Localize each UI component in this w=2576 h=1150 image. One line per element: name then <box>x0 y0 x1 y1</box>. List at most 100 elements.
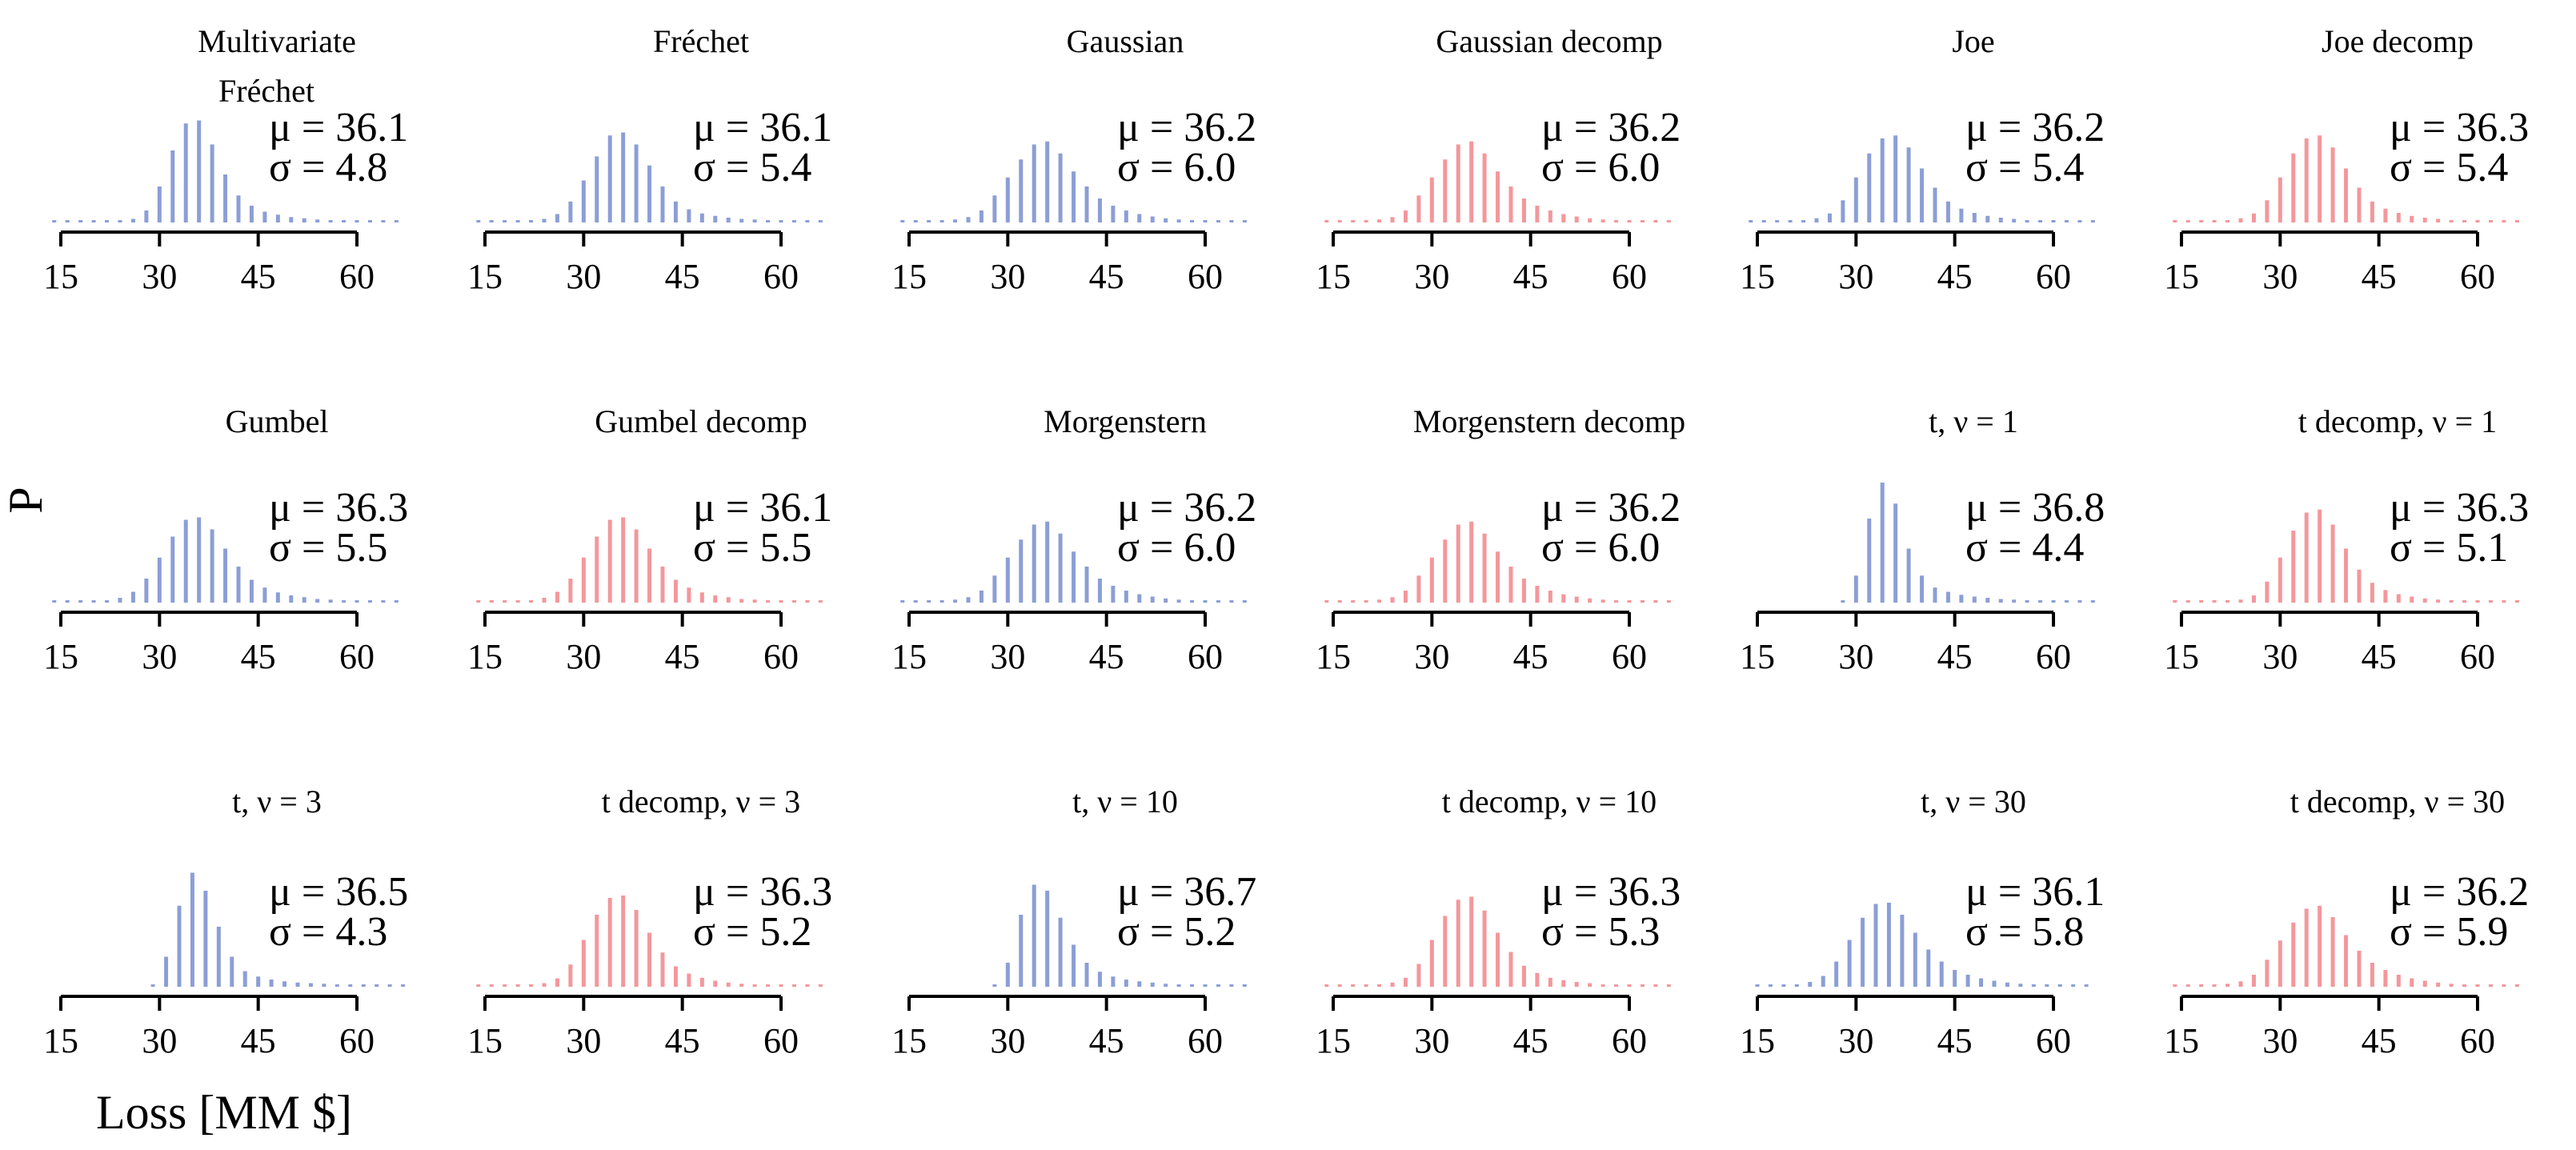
x-tick-label: 15 <box>2164 637 2199 676</box>
bar-series <box>900 141 1247 222</box>
x-tick-label: 60 <box>1612 257 1647 296</box>
x-tick-label: 60 <box>2036 1021 2071 1060</box>
bar-series <box>992 884 1247 987</box>
panel-title: Joe decomp <box>2322 23 2474 59</box>
bar-series <box>1755 903 2089 987</box>
x-tick-label: 45 <box>241 1021 276 1060</box>
x-tick-label: 45 <box>1513 257 1548 296</box>
x-tick-label: 15 <box>891 1021 927 1060</box>
x-tick-label: 15 <box>467 257 503 296</box>
x-tick-label: 30 <box>2262 637 2298 676</box>
mean-label: μ = 36.2 <box>1965 105 2105 150</box>
x-tick-label: 15 <box>1316 637 1351 676</box>
mean-label: μ = 36.1 <box>1965 869 2105 915</box>
mean-label: μ = 36.3 <box>269 485 408 531</box>
panel: Morgenstern μ = 36.2σ = 6.0 15 30 45 60 <box>891 403 1256 676</box>
x-tick-label: 30 <box>990 257 1025 296</box>
sd-label: σ = 5.3 <box>1541 909 1660 955</box>
panel-title-line: Multivariate <box>198 23 356 59</box>
x-axis-label: Loss [MM $] <box>96 1086 352 1139</box>
panel: t, ν = 10 μ = 36.7σ = 5.2 15 30 45 60 <box>891 783 1256 1060</box>
panel: t, ν = 3 μ = 36.5σ = 4.3 15 30 45 60 <box>43 783 408 1060</box>
panel-title: Morgenstern <box>1044 403 1207 439</box>
x-tick-label: 45 <box>1089 1021 1124 1060</box>
panel-title: Gaussian decomp <box>1436 23 1662 59</box>
bar-series <box>2173 135 2519 222</box>
x-tick-label: 15 <box>1740 1021 1775 1060</box>
x-tick-label: 45 <box>241 257 276 296</box>
x-tick-label: 30 <box>1838 1021 1873 1060</box>
mean-label: μ = 36.3 <box>1541 869 1681 915</box>
x-tick-label: 30 <box>142 257 177 296</box>
x-tick-label: 30 <box>1838 257 1873 296</box>
panel: Morgenstern decomp μ = 36.2σ = 6.0 15 30 45 6… <box>1316 403 1685 676</box>
mean-label: μ = 36.2 <box>1117 105 1256 150</box>
x-tick-label: 15 <box>2164 257 2199 296</box>
panel: Gaussian μ = 36.2σ = 6.0 15 30 45 60 <box>891 23 1256 296</box>
x-tick-label: 15 <box>467 637 503 676</box>
sd-label: σ = 5.9 <box>2390 909 2508 955</box>
x-tick-label: 60 <box>339 637 375 676</box>
bar-series <box>1324 521 1671 603</box>
sd-label: σ = 6.0 <box>1541 145 1660 190</box>
panel-title: Gumbel <box>226 403 329 439</box>
x-tick-label: 45 <box>1513 637 1548 676</box>
sd-label: σ = 4.4 <box>1965 525 2084 571</box>
panel-title-line: Fréchet <box>218 73 314 109</box>
x-tick-label: 45 <box>665 257 700 296</box>
panel-title: Joe <box>1952 23 1994 59</box>
x-tick-label: 60 <box>1612 637 1647 676</box>
x-tick-label: 60 <box>763 1021 799 1060</box>
mean-label: μ = 36.1 <box>269 105 408 150</box>
x-tick-label: 30 <box>566 1021 601 1060</box>
sd-label: σ = 5.1 <box>2390 525 2508 571</box>
sd-label: σ = 6.0 <box>1117 145 1236 190</box>
panel-title: t, ν = 3 <box>232 783 322 819</box>
bar-series <box>476 517 823 603</box>
x-tick-label: 45 <box>1937 637 1973 676</box>
x-tick-label: 15 <box>891 637 927 676</box>
sd-label: σ = 5.2 <box>1117 909 1236 955</box>
panel-title: t, ν = 1 <box>1929 403 2018 439</box>
x-tick-label: 45 <box>2362 1021 2397 1060</box>
sd-label: σ = 5.4 <box>1965 145 2084 190</box>
panel-title: t, ν = 30 <box>1921 783 2026 819</box>
x-tick-label: 45 <box>241 637 276 676</box>
x-tick-label: 15 <box>43 637 78 676</box>
x-tick-label: 60 <box>2036 637 2071 676</box>
bar-series <box>1324 141 1671 222</box>
mean-label: μ = 36.3 <box>2390 485 2529 531</box>
x-tick-label: 60 <box>1188 257 1223 296</box>
panel: Gumbel μ = 36.3σ = 5.5 15 30 45 60 <box>43 403 408 676</box>
x-tick-label: 15 <box>1740 637 1775 676</box>
x-tick-label: 30 <box>142 637 177 676</box>
x-tick-label: 60 <box>1188 637 1223 676</box>
bar-series <box>900 521 1247 603</box>
x-tick-label: 15 <box>43 257 78 296</box>
x-tick-label: 30 <box>990 637 1025 676</box>
panel-title: Fréchet <box>653 23 749 59</box>
x-tick-label: 60 <box>2460 1021 2495 1060</box>
bar-series <box>1324 896 1671 987</box>
panel: t decomp, ν = 30 μ = 36.2σ = 5.9 15 30 45 60 <box>2164 783 2529 1060</box>
x-tick-label: 15 <box>2164 1021 2199 1060</box>
x-tick-label: 30 <box>2262 1021 2298 1060</box>
x-tick-label: 30 <box>566 257 601 296</box>
panel: t, ν = 1 μ = 36.8σ = 4.4 15 30 45 60 <box>1740 403 2105 676</box>
x-tick-label: 60 <box>339 1021 375 1060</box>
x-tick-label: 60 <box>2036 257 2071 296</box>
x-tick-label: 60 <box>2460 637 2495 676</box>
x-tick-label: 45 <box>2362 637 2397 676</box>
x-tick-label: 30 <box>1414 257 1449 296</box>
bar-series <box>476 896 823 987</box>
bar-series <box>1841 483 2095 603</box>
sd-label: σ = 6.0 <box>1541 525 1660 571</box>
x-tick-label: 30 <box>1838 637 1873 676</box>
panel: Gumbel decomp μ = 36.1σ = 5.5 15 30 45 60 <box>467 403 832 676</box>
mean-label: μ = 36.3 <box>2390 105 2529 150</box>
x-tick-label: 45 <box>1089 637 1124 676</box>
mean-label: μ = 36.2 <box>2390 869 2529 915</box>
